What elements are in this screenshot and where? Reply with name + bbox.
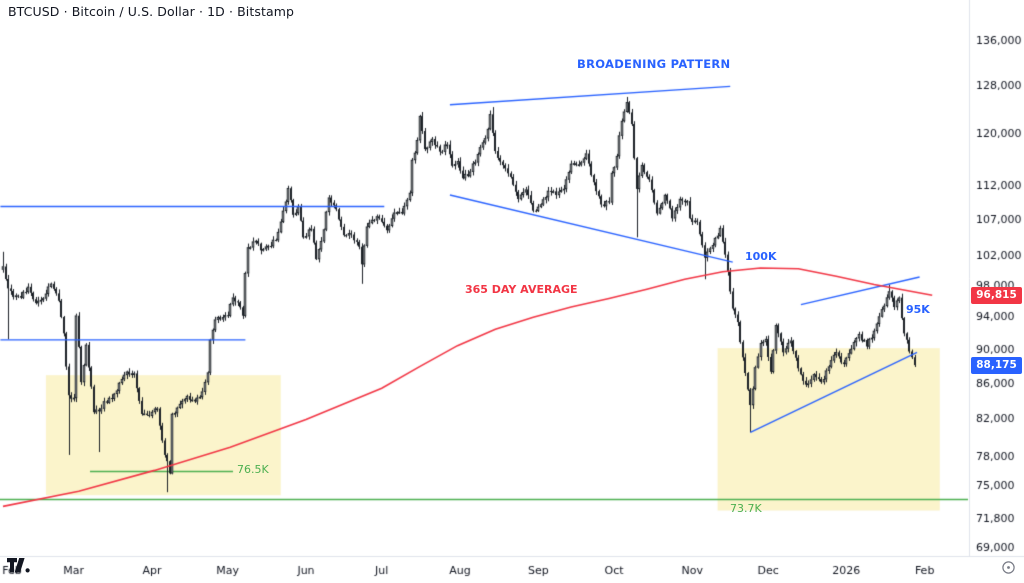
level-label-73-7k[interactable]: 73.7K — [730, 502, 762, 515]
tradingview-logo-icon — [7, 558, 30, 573]
tradingview-logo[interactable] — [7, 558, 31, 573]
target-icon — [1002, 561, 1015, 574]
price-scale-settings-icon[interactable] — [1001, 560, 1016, 575]
ma-365-label[interactable]: 365 DAY AVERAGE — [465, 283, 578, 296]
ma-price-badge: 96,815 — [971, 286, 1022, 304]
level-label-76-5k[interactable]: 76.5K — [237, 463, 269, 476]
level-label-95k[interactable]: 95K — [906, 303, 930, 316]
symbol-title: BTCUSD · Bitcoin / U.S. Dollar · 1D · Bi… — [8, 4, 295, 19]
level-label-100k[interactable]: 100K — [745, 250, 777, 263]
broadening-pattern-label[interactable]: BROADENING PATTERN — [577, 57, 731, 71]
last-price-badge: 88,175 — [971, 356, 1022, 374]
